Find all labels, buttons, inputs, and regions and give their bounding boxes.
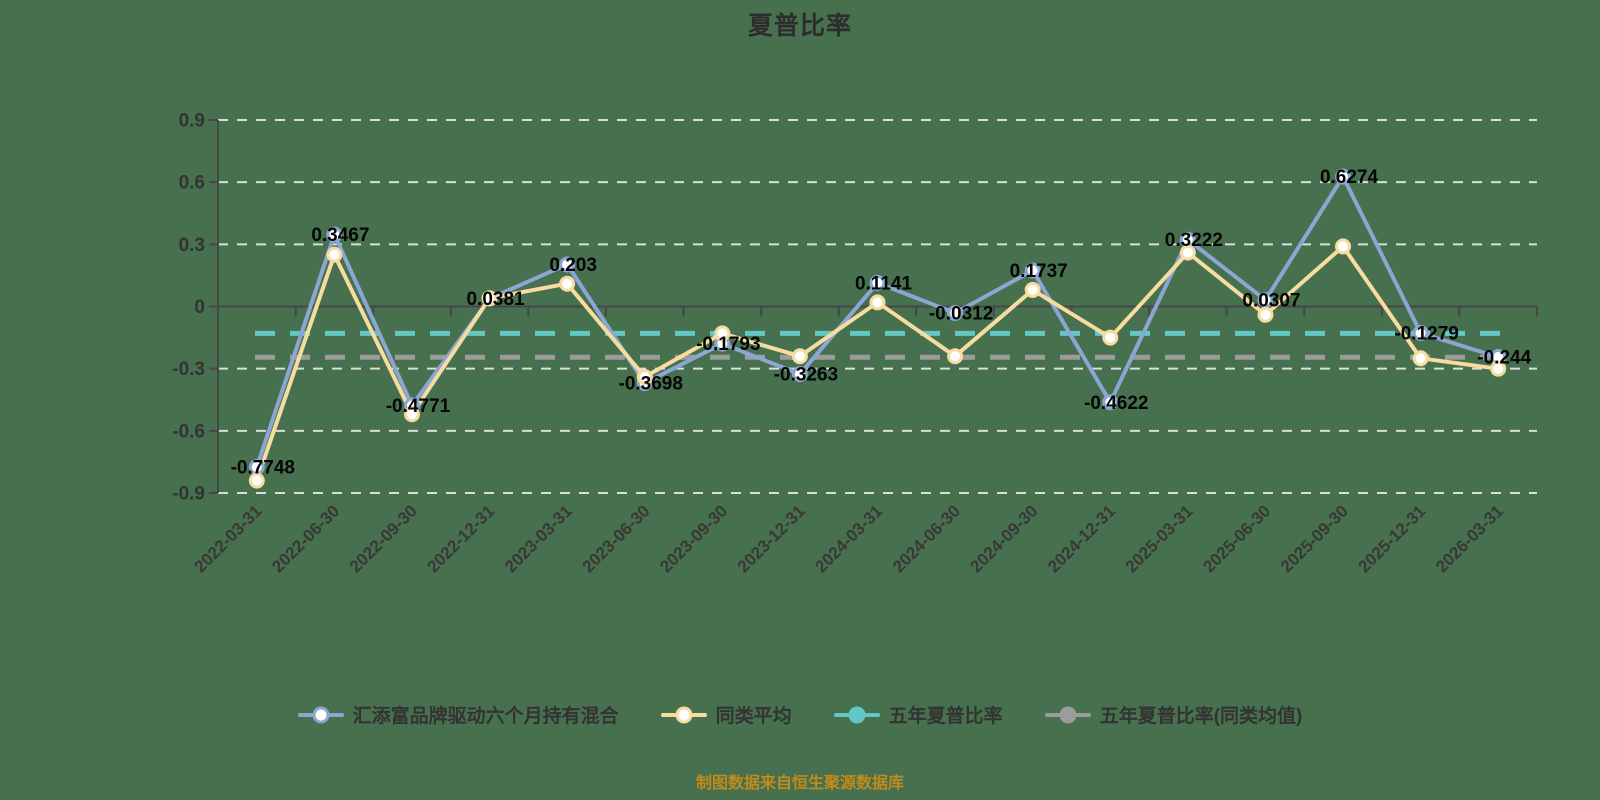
data-point-label: 0.3222 — [1165, 230, 1223, 251]
data-point-label: -0.1793 — [696, 334, 760, 355]
fund-data-point-marker[interactable] — [869, 274, 886, 291]
x-axis-tick-label: 2024-09-30 — [967, 501, 1042, 576]
data-point-label: -0.0312 — [929, 303, 993, 324]
data-point-label: -0.7748 — [231, 458, 295, 479]
legend-marker-dot-icon — [1059, 706, 1077, 723]
legend-item-3[interactable]: 五年夏普比率 — [833, 701, 1003, 728]
legend-marker-icon — [1044, 706, 1091, 723]
fund-data-point-marker[interactable] — [1102, 394, 1119, 411]
peer-data-point-marker[interactable] — [869, 294, 886, 311]
y-axis-tick-label: 0.3 — [179, 235, 205, 256]
x-axis-tick-label: 2025-06-30 — [1199, 501, 1274, 576]
x-axis-tick-label: 2023-09-30 — [656, 501, 731, 576]
peer-data-point-marker[interactable] — [1490, 360, 1507, 377]
chart-title: 夏普比率 — [747, 12, 852, 40]
legend-label: 五年夏普比率(同类均值) — [1099, 706, 1303, 727]
peer-data-point-marker[interactable] — [1179, 244, 1196, 261]
x-axis-tick-label: 2024-12-31 — [1044, 501, 1119, 576]
fund-data-point-marker[interactable] — [1412, 325, 1429, 342]
legend-marker-dot-icon — [848, 706, 866, 723]
data-point-label: 0.1141 — [855, 273, 912, 294]
data-source-note: 制图数据来自恒生聚源数据库 — [695, 775, 904, 792]
fund-data-point-marker[interactable] — [1257, 292, 1274, 309]
data-point-label: 0.1737 — [1010, 261, 1068, 282]
peer-data-point-marker[interactable] — [559, 275, 576, 292]
legend-item-2[interactable]: 同类平均 — [660, 701, 792, 728]
legend-marker-dot-icon — [675, 706, 693, 723]
data-point-label: -0.4622 — [1084, 393, 1148, 414]
legend-marker-icon — [297, 706, 344, 723]
legend-marker-dot-icon — [312, 706, 330, 723]
y-axis-tick-label: -0.3 — [172, 359, 205, 380]
y-axis-tick-label: 0.9 — [179, 111, 205, 132]
x-axis-tick-label: 2023-03-31 — [501, 501, 576, 576]
peer-data-point-marker[interactable] — [947, 348, 964, 365]
fund-data-point-marker[interactable] — [326, 226, 343, 243]
x-axis-tick-label: 2024-06-30 — [889, 501, 964, 576]
data-point-label: 0.0307 — [1242, 291, 1300, 312]
data-point-label: -0.244 — [1477, 348, 1531, 369]
data-point-label: -0.3698 — [619, 374, 683, 395]
peer-data-point-marker[interactable] — [791, 348, 808, 365]
x-axis-tick-label: 2025-03-31 — [1122, 501, 1197, 576]
data-point-label: -0.1279 — [1394, 324, 1458, 345]
data-point-label: -0.3263 — [774, 365, 838, 386]
peer-data-point-marker[interactable] — [481, 290, 498, 307]
data-point-label: 0.203 — [549, 255, 597, 276]
x-axis-tick-label: 2024-03-31 — [811, 501, 886, 576]
peer-data-point-marker[interactable] — [1335, 238, 1352, 255]
peer-data-point-marker[interactable] — [326, 246, 343, 263]
y-axis-tick-label: 0.6 — [179, 173, 205, 194]
legend: 汇添富品牌驱动六个月持有混合 同类平均 五年夏普比率 五年夏普比率(同类均值) — [0, 701, 1600, 728]
x-axis-tick-label: 2023-12-31 — [734, 501, 809, 576]
peer-data-point-marker[interactable] — [714, 325, 731, 342]
fund-data-point-marker[interactable] — [559, 256, 576, 273]
x-axis-tick-label: 2025-09-30 — [1277, 501, 1352, 576]
x-axis-tick-label: 2022-06-30 — [268, 501, 343, 576]
peer-data-point-marker[interactable] — [248, 472, 265, 489]
legend-label: 五年夏普比率 — [888, 706, 1003, 727]
x-axis-tick-label: 2022-09-30 — [346, 501, 421, 576]
legend-label: 同类平均 — [715, 706, 792, 727]
data-point-label: -0.4771 — [386, 396, 451, 417]
legend-item-1[interactable]: 汇添富品牌驱动六个月持有混合 — [297, 701, 619, 728]
peer-data-point-marker[interactable] — [636, 368, 653, 385]
x-axis-tick-label: 2026-03-31 — [1432, 501, 1507, 576]
y-axis-tick-label: -0.9 — [172, 483, 205, 504]
legend-item-4[interactable]: 五年夏普比率(同类均值) — [1044, 701, 1303, 728]
x-axis-tick-label: 2022-12-31 — [423, 501, 498, 576]
legend-marker-icon — [660, 706, 707, 723]
fund-data-point-marker[interactable] — [1335, 168, 1352, 185]
fund-data-point-marker[interactable] — [1024, 262, 1041, 279]
data-point-label: 0.6274 — [1320, 167, 1379, 188]
x-axis-tick-label: 2022-03-31 — [191, 501, 266, 576]
y-axis-tick-label: 0 — [194, 297, 205, 318]
legend-label: 汇添富品牌驱动六个月持有混合 — [352, 706, 619, 727]
peer-data-point-marker[interactable] — [1257, 306, 1274, 323]
fund-series-line — [254, 174, 1501, 469]
y-axis-tick-label: -0.6 — [172, 421, 205, 442]
peer-data-point-marker[interactable] — [1412, 350, 1429, 367]
fund-data-point-marker[interactable] — [947, 304, 964, 321]
x-axis-tick-label: 2025-12-31 — [1355, 501, 1430, 576]
fund-data-point-marker[interactable] — [791, 366, 808, 383]
data-point-label: 0.0381 — [466, 289, 525, 310]
peer-data-point-marker[interactable] — [1102, 329, 1119, 346]
data-point-label: 0.3467 — [311, 225, 369, 246]
peer-data-point-marker[interactable] — [1024, 281, 1041, 298]
peer-data-point-marker[interactable] — [403, 406, 420, 423]
legend-marker-icon — [833, 706, 880, 723]
x-axis-tick-label: 2023-06-30 — [579, 501, 654, 576]
